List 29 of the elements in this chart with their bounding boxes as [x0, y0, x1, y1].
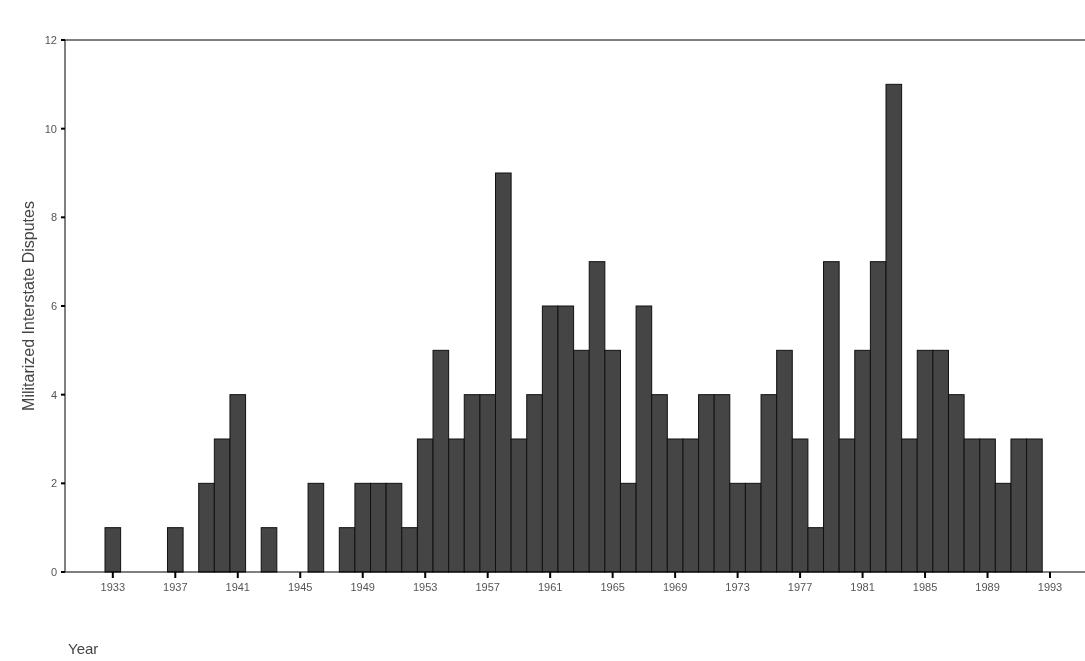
x-tick-label: 1993: [1037, 581, 1063, 593]
x-tick-label: 1969: [662, 581, 688, 593]
x-tick-label: 1985: [912, 581, 938, 593]
y-tick-label: 2: [50, 477, 57, 490]
x-tick-label: 1977: [787, 581, 813, 593]
y-tick-label: 0: [50, 565, 57, 578]
y-tick-label: 8: [50, 211, 57, 224]
bar: [104, 527, 122, 573]
y-tick-label: 4: [50, 388, 57, 401]
x-tick-label: 1965: [600, 581, 625, 593]
bar: [166, 527, 184, 573]
x-tick-label: 1933: [100, 581, 126, 593]
y-axis-title: Militarized Interstate Disputes: [20, 201, 37, 411]
x-tick-label: 1937: [163, 581, 188, 593]
x-tick-label: 1973: [725, 581, 750, 593]
x-tick-label: 1989: [975, 581, 1000, 593]
x-tick-label: 1961: [537, 581, 563, 593]
x-tick-label: 1945: [288, 581, 313, 593]
y-tick-label: 6: [50, 299, 57, 312]
y-tick-label: 10: [44, 122, 57, 135]
x-tick-label: 1941: [225, 581, 251, 593]
bar: [307, 482, 325, 573]
y-tick-label: 12: [44, 33, 57, 46]
x-tick-label: 1957: [475, 581, 500, 593]
x-tick-label: 1949: [350, 581, 375, 593]
x-axis-title: Year: [68, 640, 99, 657]
x-tick-label: 1981: [850, 581, 875, 593]
bar: [260, 527, 278, 573]
x-tick-label: 1953: [412, 581, 438, 593]
